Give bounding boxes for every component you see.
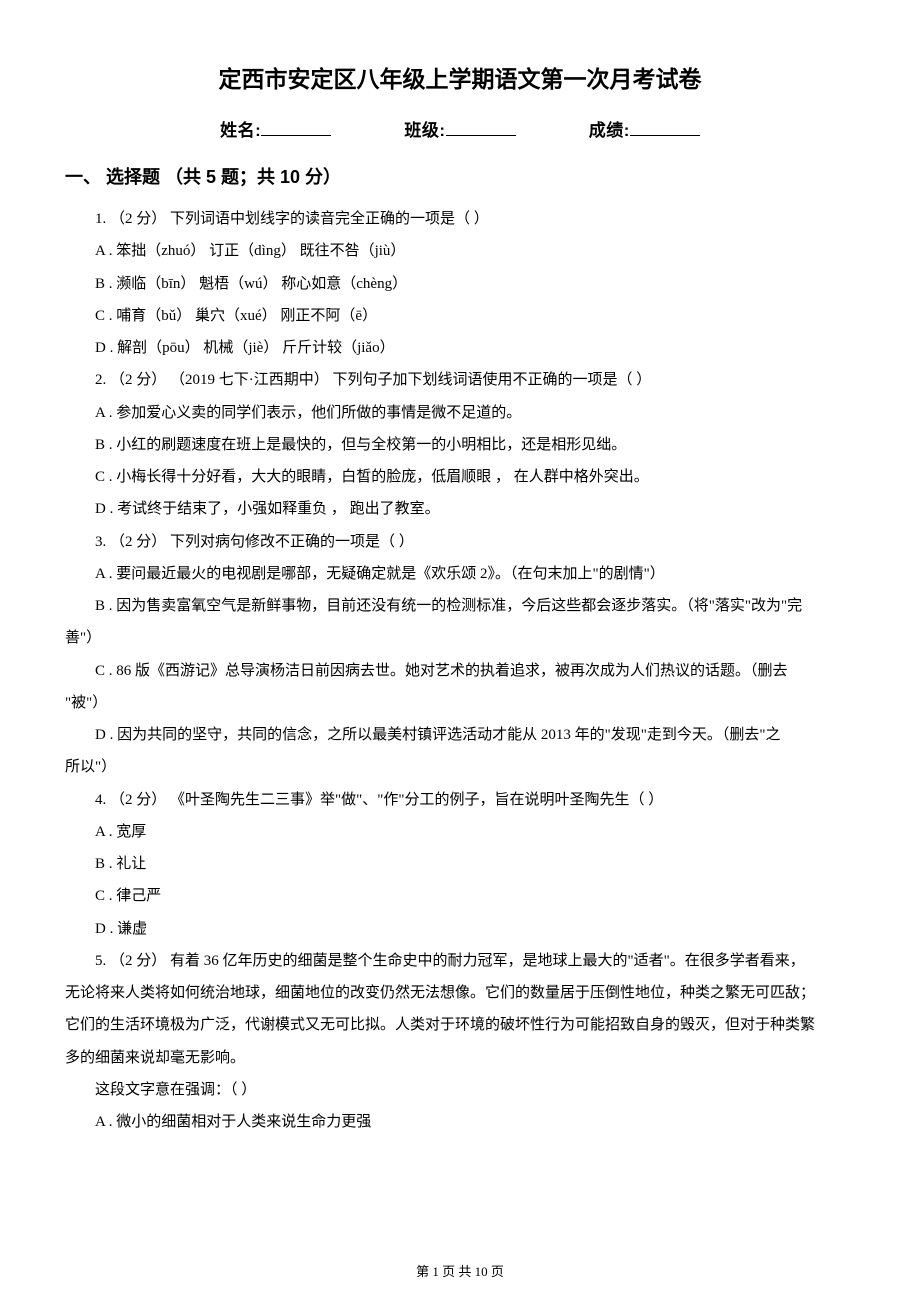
name-label: 姓名: — [220, 121, 261, 140]
q2-stem: 2. （2 分） （2019 七下·江西期中） 下列句子加下划线词语使用不正确的… — [95, 364, 855, 396]
q5-ask: 这段文字意在强调：（ ） — [65, 1074, 855, 1106]
q5-para3: 它们的生活环境极为广泛，代谢模式又无可比拟。人类对于环境的破坏性行为可能招致自身… — [65, 1009, 855, 1041]
name-blank[interactable] — [261, 119, 331, 136]
q2-opt-a: A . 参加爱心义卖的同学们表示，他们所做的事情是微不足道的。 — [95, 397, 855, 429]
q3-opt-b-cont: 善"） — [65, 622, 855, 654]
section-1-heading: 一、 选择题 （共 5 题；共 10 分） — [65, 163, 855, 189]
q4-opt-c: C . 律己严 — [95, 880, 855, 912]
q3-opt-c-cont: "被"） — [65, 687, 855, 719]
q4-stem: 4. （2 分） 《叶圣陶先生二三事》举"做"、"作"分工的例子，旨在说明叶圣陶… — [95, 784, 855, 816]
q1-opt-b: B . 濒临（bīn） 魁梧（wú） 称心如意（chèng） — [95, 268, 855, 300]
q1-opt-a: A . 笨拙（zhuó） 订正（dìng） 既往不咎（jiù） — [95, 235, 855, 267]
q3-opt-d: D . 因为共同的坚守，共同的信念，之所以最美村镇评选活动才能从 2013 年的… — [95, 719, 855, 751]
q4-opt-d: D . 谦虚 — [95, 913, 855, 945]
q4-opt-b: B . 礼让 — [95, 848, 855, 880]
page-footer: 第 1 页 共 10 页 — [0, 1261, 920, 1280]
q5-stem: 5. （2 分） 有着 36 亿年历史的细菌是整个生命史中的耐力冠军，是地球上最… — [95, 945, 855, 977]
exam-title: 定西市安定区八年级上学期语文第一次月考试卷 — [65, 60, 855, 94]
class-blank[interactable] — [446, 119, 516, 136]
class-label: 班级: — [404, 121, 445, 140]
q5-para2: 无论将来人类将如何统治地球，细菌地位的改变仍然无法想像。它们的数量居于压倒性地位… — [65, 977, 855, 1009]
q5-para4: 多的细菌来说却毫无影响。 — [65, 1042, 855, 1074]
q3-opt-d-cont: 所以"） — [65, 751, 855, 783]
score-label: 成绩: — [589, 121, 630, 140]
q5-opt-a: A . 微小的细菌相对于人类来说生命力更强 — [95, 1106, 855, 1138]
q3-opt-a: A . 要问最近最火的电视剧是哪部，无疑确定就是《欢乐颂 2》。（在句末加上"的… — [95, 558, 855, 590]
student-info-line: 姓名: 班级: 成绩: — [65, 116, 855, 141]
q3-opt-c: C . 86 版《西游记》总导演杨洁日前因病去世。她对艺术的执着追求，被再次成为… — [95, 655, 855, 687]
q2-opt-c: C . 小梅长得十分好看，大大的眼睛，白皙的脸庞，低眉顺眼 ， 在人群中格外突出… — [95, 461, 855, 493]
q3-stem: 3. （2 分） 下列对病句修改不正确的一项是（ ） — [95, 526, 855, 558]
score-blank[interactable] — [630, 119, 700, 136]
q2-opt-b: B . 小红的刷题速度在班上是最快的，但与全校第一的小明相比，还是相形见绌。 — [95, 429, 855, 461]
q1-opt-c: C . 哺育（bǔ） 巢穴（xué） 刚正不阿（ē） — [95, 300, 855, 332]
q1-stem: 1. （2 分） 下列词语中划线字的读音完全正确的一项是（ ） — [95, 203, 855, 235]
q3-opt-b: B . 因为售卖富氧空气是新鲜事物，目前还没有统一的检测标准，今后这些都会逐步落… — [95, 590, 855, 622]
q4-opt-a: A . 宽厚 — [95, 816, 855, 848]
q1-opt-d: D . 解剖（pōu） 机械（jiè） 斤斤计较（jiǎo） — [95, 332, 855, 364]
q2-opt-d: D . 考试终于结束了，小强如释重负 ， 跑出了教室。 — [95, 493, 855, 525]
